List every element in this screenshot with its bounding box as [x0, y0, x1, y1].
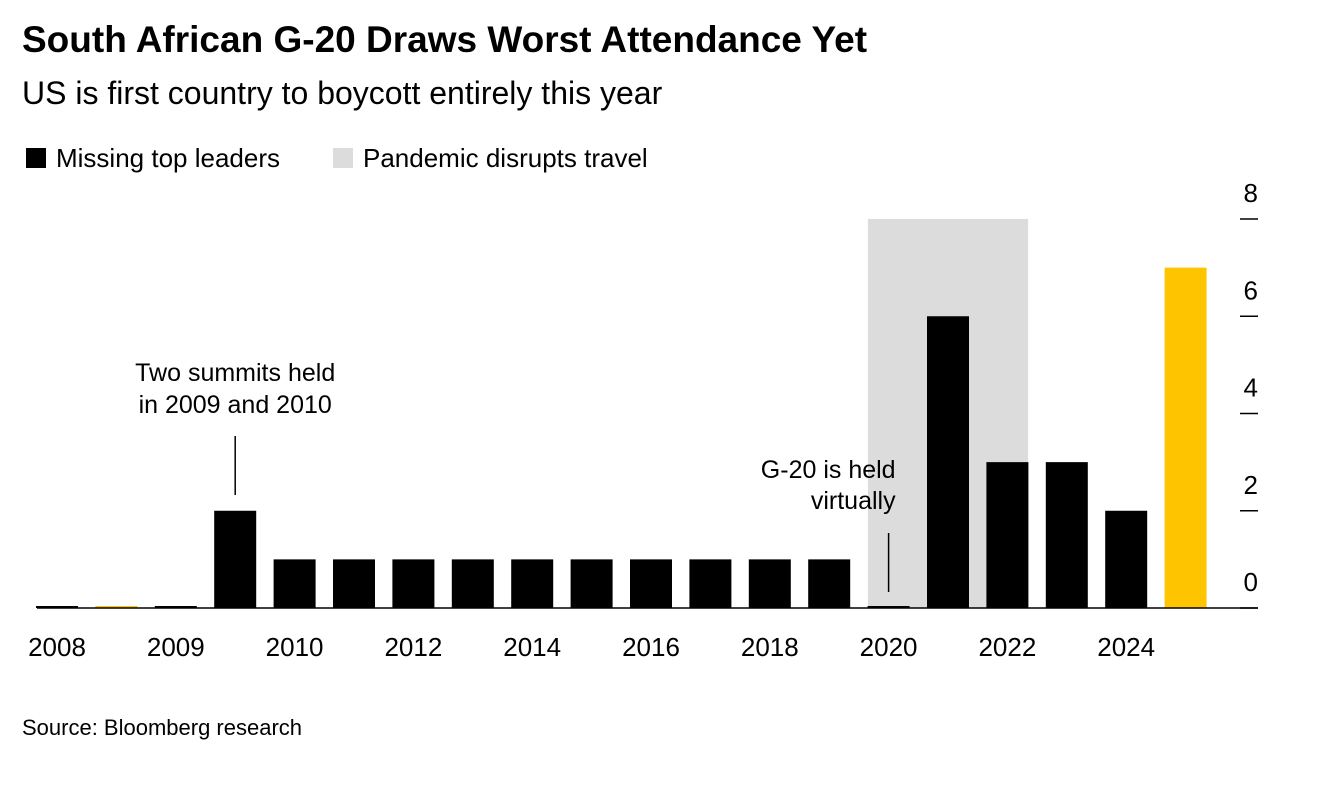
- y-tick-label: 6: [1244, 275, 1258, 305]
- bar: [570, 559, 613, 608]
- bar: [1164, 267, 1207, 608]
- x-tick-label: 2009: [147, 632, 205, 662]
- bar: [95, 606, 138, 608]
- bar: [333, 559, 375, 608]
- y-tick-label: 2: [1244, 470, 1258, 500]
- x-tick-label: 2022: [978, 632, 1036, 662]
- bar: [36, 606, 78, 608]
- bar: [986, 462, 1029, 608]
- bar: [273, 559, 316, 608]
- bar: [808, 559, 851, 608]
- y-tick-label: 0: [1244, 567, 1258, 597]
- bar: [927, 316, 969, 608]
- annotation: in 2009 and 2010: [139, 391, 332, 419]
- chart-title: South African G-20 Draws Worst Attendanc…: [22, 19, 867, 60]
- legend-label: Missing top leaders: [56, 143, 280, 173]
- bar: [392, 559, 435, 608]
- x-tick-label: 2018: [741, 632, 799, 662]
- y-tick-label: 4: [1244, 373, 1258, 403]
- bar: [1045, 462, 1088, 608]
- bar: [511, 559, 554, 608]
- chart-subtitle: US is first country to boycott entirely …: [22, 75, 663, 111]
- bar: [748, 559, 791, 608]
- bar: [154, 606, 197, 608]
- x-tick-label: 2020: [860, 632, 918, 662]
- bar: [630, 559, 672, 608]
- annotation: virtually: [811, 487, 896, 515]
- bar: [689, 559, 732, 608]
- y-tick-label: 8: [1244, 178, 1258, 208]
- x-tick-label: 2012: [384, 632, 442, 662]
- source: Source: Bloomberg research: [22, 715, 302, 740]
- annotation: G-20 is held: [761, 456, 896, 484]
- x-tick-label: 2008: [28, 632, 86, 662]
- bar: [867, 606, 910, 608]
- x-tick-label: 2024: [1097, 632, 1155, 662]
- bar: [451, 559, 494, 608]
- bar: [1105, 510, 1148, 608]
- annotation: Two summits held: [135, 359, 335, 387]
- x-tick-label: 2016: [622, 632, 680, 662]
- x-tick-label: 2014: [503, 632, 561, 662]
- legend-label: Pandemic disrupts travel: [363, 143, 648, 173]
- legend-swatch: [26, 148, 46, 168]
- bar: [214, 510, 257, 608]
- x-tick-label: 2010: [266, 632, 324, 662]
- legend-swatch: [333, 148, 353, 168]
